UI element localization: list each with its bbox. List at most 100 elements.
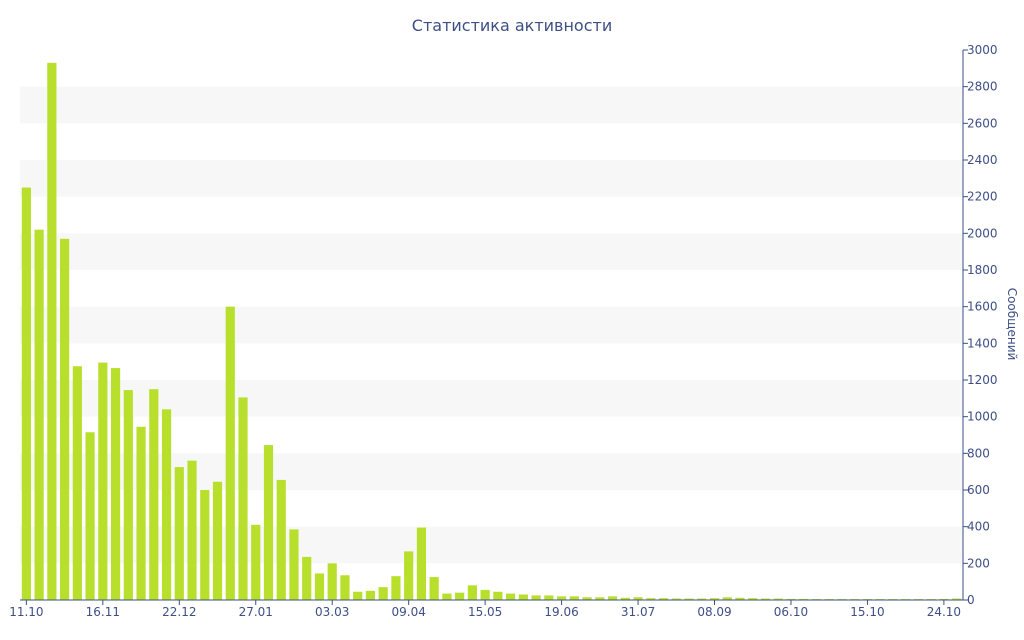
y-tick-label: 1800 [967,263,998,277]
bar [72,366,82,600]
y-tick-label: 600 [967,483,990,497]
bar [480,589,490,600]
x-tick-label: 19.06 [544,605,578,619]
bar [149,389,159,600]
bar [60,238,70,601]
bar [365,590,376,600]
bar [327,563,337,600]
grid-band [20,453,963,490]
x-tick-label: 11.10 [9,605,43,619]
bar [952,598,962,600]
x-tick-label: 09.04 [391,605,425,619]
x-tick-label: 22.12 [162,605,196,619]
bar [123,390,133,600]
x-tick-label: 24.10 [927,605,961,619]
y-tick-label: 1400 [967,336,998,350]
bar [404,551,414,600]
bar [47,62,57,601]
x-tick-label: 15.10 [850,605,884,619]
bar [799,598,809,600]
grid-band [20,526,963,564]
bar [455,592,465,600]
grid-band [20,160,963,197]
bar [595,597,605,600]
bar [722,597,732,600]
bar [582,597,592,600]
bar [684,598,694,600]
bar [110,368,121,600]
bar [34,229,44,600]
bar [697,598,707,600]
chart-title: Статистика активности [412,16,612,35]
y-axis-label: Сообщений [1005,288,1019,361]
x-tick-label: 03.03 [315,605,349,619]
grid-band [20,86,963,124]
y-tick-label: 3000 [967,43,998,57]
bar [238,397,248,600]
y-tick-label: 400 [967,520,990,534]
bar [939,598,949,600]
bar [429,577,439,600]
x-tick-label: 15.05 [468,605,502,619]
y-tick-label: 2400 [967,153,998,167]
bar [314,573,325,600]
bar [391,576,401,600]
bar [467,585,477,600]
bar [442,593,452,600]
bar [289,529,299,600]
bar [225,306,235,600]
grid-bands [20,86,963,564]
y-tick-label: 2800 [967,80,998,94]
y-axis-ticks: 0 200 400 600 800 1000 1200 1400 1600 1800 2000 220… [963,43,998,607]
bar [353,591,363,600]
y-tick-label: 800 [967,446,990,460]
x-axis-ticks: 11.10 16.11 22.12 27.01 03.03 09.04 15.05 19.06… [9,600,961,619]
x-tick-label: 27.01 [239,605,273,619]
bar [251,524,261,600]
bar [709,598,720,600]
x-tick-label: 16.11 [86,605,120,619]
bar [263,445,274,600]
bar [531,595,541,600]
bar [557,596,567,600]
bar [658,598,669,600]
x-tick-label: 31.07 [621,605,655,619]
bar [569,596,579,600]
bar [416,527,426,600]
bar [212,481,223,600]
bar [174,467,184,600]
y-tick-label: 1600 [967,300,998,314]
bar [378,587,388,600]
y-tick-label: 0 [967,593,975,607]
y-tick-label: 2600 [967,116,998,130]
bar [786,598,796,600]
y-tick-label: 200 [967,556,990,570]
x-tick-label: 06.10 [774,605,808,619]
grid-band [20,380,963,417]
bar [518,594,528,600]
grid-band [20,233,963,270]
bar [493,591,503,600]
bar [671,598,681,600]
y-tick-label: 2200 [967,190,998,204]
bar [773,598,783,600]
bar [302,556,312,600]
bar [98,362,108,600]
bar [276,479,286,600]
bar [544,595,554,600]
bar [506,593,516,600]
bar [735,597,745,600]
bar [607,596,618,600]
bar [620,597,630,600]
bar [633,597,643,600]
y-tick-label: 2000 [967,226,998,240]
bar-series [21,62,962,601]
y-tick-label: 1200 [967,373,998,387]
bar [136,426,146,600]
bar [200,490,210,600]
y-tick-label: 1000 [967,410,998,424]
bar [187,460,197,600]
bar [85,432,95,600]
bar [340,575,350,600]
